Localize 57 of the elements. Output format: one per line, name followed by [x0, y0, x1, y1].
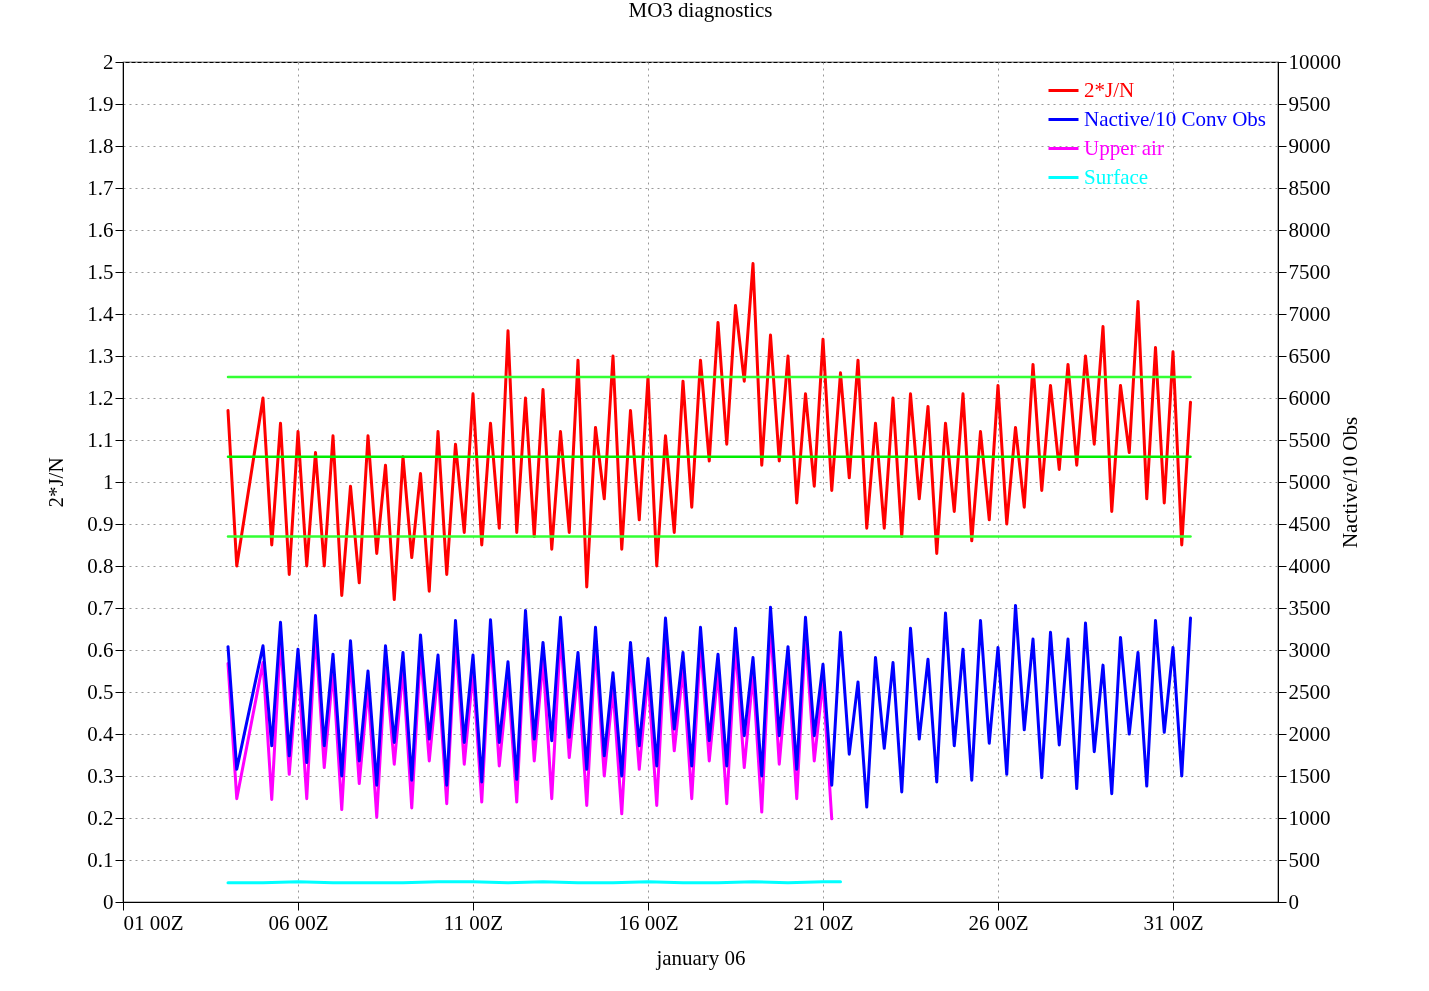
y2-tick-label: 3500	[1288, 595, 1331, 620]
y2-tick-label: 5000	[1288, 469, 1331, 494]
y2-tick-label: 0	[1288, 889, 1299, 914]
y2-tick-label: 2500	[1288, 679, 1331, 704]
y-tick-label: 1.3	[87, 343, 114, 368]
y-tick-label: 0.9	[87, 511, 114, 536]
y2-tick-label: 9000	[1288, 133, 1331, 158]
legend-label: Upper air	[1084, 135, 1164, 160]
y-tick-label: 1.9	[87, 91, 114, 116]
x-axis-title: january 06	[655, 945, 746, 970]
y-tick-label: 1.7	[87, 175, 114, 200]
y2-tick-label: 4000	[1288, 553, 1331, 578]
y2-tick-label: 6000	[1288, 385, 1331, 410]
y2-tick-label: 1500	[1288, 763, 1331, 788]
y-tick-label: 1.2	[87, 385, 114, 410]
legend-label: Surface	[1084, 164, 1149, 189]
x-tick-label: 11 00Z	[443, 910, 504, 935]
y2-tick-label: 10000	[1288, 49, 1341, 74]
y-tick-label: 1.6	[87, 217, 114, 242]
x-tick-label: 06 00Z	[268, 910, 329, 935]
y-tick-label: 0.7	[87, 595, 114, 620]
y2-tick-label: 6500	[1288, 343, 1331, 368]
y2-axis-title: Nactive/10 Obs	[1338, 416, 1362, 549]
y2-tick-label: 8000	[1288, 217, 1331, 242]
x-tick-label: 26 00Z	[968, 910, 1029, 935]
y-tick-label: 0.6	[87, 637, 114, 662]
y-tick-label: 1	[103, 469, 114, 494]
y-tick-label: 0.8	[87, 553, 114, 578]
y2-tick-label: 2000	[1288, 721, 1331, 746]
y2-tick-label: 3000	[1288, 637, 1331, 662]
y-axis-title: 2*J/N	[44, 457, 69, 508]
y-tick-label: 1.1	[87, 427, 114, 452]
y-tick-label: 0.5	[87, 679, 114, 704]
y-tick-label: 0.3	[87, 763, 114, 788]
y-tick-label: 2	[103, 49, 114, 74]
legend-label: 2*J/N	[1084, 77, 1135, 102]
x-tick-label: 01 00Z	[123, 910, 184, 935]
y-tick-label: 0.2	[87, 805, 114, 830]
y2-tick-label: 8500	[1288, 175, 1331, 200]
x-tick-label: 16 00Z	[618, 910, 679, 935]
y2-tick-label: 1000	[1288, 805, 1331, 830]
y2-tick-label: 4500	[1288, 511, 1331, 536]
y2-tick-label: 7000	[1288, 301, 1331, 326]
y-tick-label: 1.4	[87, 301, 114, 326]
y-tick-label: 1.8	[87, 133, 114, 158]
y2-tick-label: 7500	[1288, 259, 1331, 284]
y-tick-label: 0	[103, 889, 114, 914]
y-tick-label: 0.1	[87, 847, 114, 872]
legend-label: Nactive/10 Conv Obs	[1084, 106, 1266, 131]
x-tick-label: 21 00Z	[793, 910, 854, 935]
y-tick-label: 1.5	[87, 259, 114, 284]
y2-tick-label: 9500	[1288, 91, 1331, 116]
y2-tick-label: 500	[1288, 847, 1320, 872]
y2-tick-label: 5500	[1288, 427, 1331, 452]
chart-title: MO3 diagnostics	[628, 0, 773, 22]
x-tick-label: 31 00Z	[1143, 910, 1204, 935]
y-tick-label: 0.4	[87, 721, 114, 746]
